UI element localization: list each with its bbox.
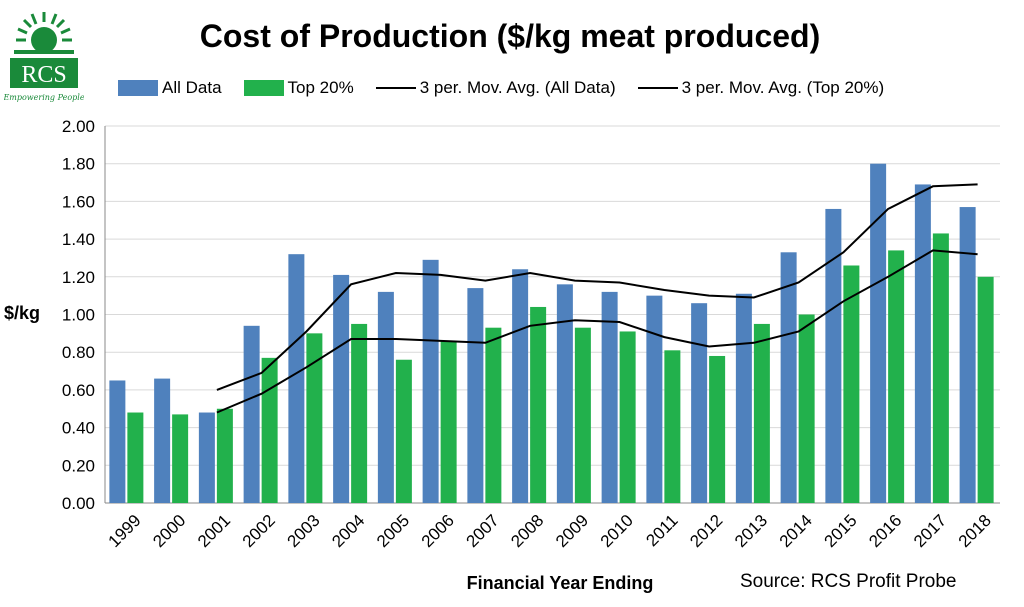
bar-all-data bbox=[601, 291, 618, 503]
bar-top-20 bbox=[843, 265, 860, 503]
bar-all-data bbox=[870, 163, 887, 503]
series-line-mov-avg-all bbox=[216, 183, 978, 391]
bar-top-20 bbox=[351, 323, 368, 503]
rcs-logo: RCS Empowering People bbox=[4, 12, 84, 102]
bar-top-20 bbox=[888, 250, 905, 503]
bar-all-data bbox=[288, 254, 305, 503]
x-tick-label: 2001 bbox=[194, 511, 234, 551]
bar-all-data bbox=[959, 207, 976, 503]
bar-all-data bbox=[467, 288, 484, 503]
bar-all-data bbox=[780, 252, 797, 503]
x-tick-label: 2004 bbox=[328, 511, 368, 551]
bar-all-data bbox=[109, 380, 126, 503]
legend-line-mov-avg-top bbox=[637, 87, 678, 89]
legend-label-all-data: All Data bbox=[162, 78, 222, 97]
bar-top-20 bbox=[485, 327, 502, 503]
x-tick-label: 2015 bbox=[821, 511, 861, 551]
legend-label-mov-avg-all: 3 per. Mov. Avg. (All Data) bbox=[419, 78, 616, 97]
y-tick-label: 0.40 bbox=[62, 419, 95, 438]
bar-top-20 bbox=[216, 408, 233, 503]
bar-top-20 bbox=[619, 331, 636, 503]
x-tick-label: 2006 bbox=[418, 511, 458, 551]
chart-title: Cost of Production ($/kg meat produced) bbox=[199, 18, 821, 54]
bar-top-20 bbox=[932, 233, 949, 503]
x-tick-label: 2008 bbox=[507, 511, 547, 551]
y-tick-label: 1.20 bbox=[62, 268, 95, 287]
x-tick-label: 2010 bbox=[597, 511, 637, 551]
x-tick-label: 1999 bbox=[105, 511, 145, 551]
bar-top-20 bbox=[172, 414, 189, 503]
y-tick-label: 1.80 bbox=[62, 155, 95, 174]
bar-top-20 bbox=[440, 340, 457, 503]
legend-swatch-all-data bbox=[118, 80, 158, 96]
x-axis-title: Financial Year Ending bbox=[466, 573, 654, 593]
bar-all-data bbox=[198, 412, 215, 503]
y-tick-label: 1.40 bbox=[62, 230, 95, 249]
bar-all-data bbox=[914, 184, 931, 503]
x-tick-label: 2002 bbox=[239, 511, 279, 551]
bar-all-data bbox=[691, 303, 708, 503]
legend-line-mov-avg-all bbox=[375, 87, 416, 89]
logo-tagline: Empowering People bbox=[4, 93, 84, 102]
x-tick-label: 2009 bbox=[552, 511, 592, 551]
chart-legend: All Data Top 20% 3 per. Mov. Avg. (All D… bbox=[118, 76, 906, 100]
x-tick-label: 2013 bbox=[731, 511, 771, 551]
bar-all-data bbox=[154, 378, 171, 503]
legend-item-all-data: All Data bbox=[118, 78, 222, 98]
legend-swatch-top-20 bbox=[243, 80, 284, 96]
legend-item-mov-avg-top: 3 per. Mov. Avg. (Top 20%) bbox=[637, 78, 885, 98]
bar-top-20 bbox=[261, 357, 278, 503]
bar-all-data bbox=[333, 274, 350, 503]
bar-top-20 bbox=[753, 323, 770, 503]
logo-text: RCS bbox=[21, 62, 66, 88]
y-tick-label: 2.00 bbox=[62, 117, 95, 136]
y-tick-label: 1.00 bbox=[62, 306, 95, 325]
bar-top-20 bbox=[664, 350, 681, 503]
legend-label-mov-avg-top: 3 per. Mov. Avg. (Top 20%) bbox=[681, 78, 885, 97]
x-tick-label: 2016 bbox=[865, 511, 905, 551]
x-tick-label: 2007 bbox=[463, 511, 503, 551]
y-tick-label: 0.80 bbox=[62, 343, 95, 362]
bar-top-20 bbox=[127, 412, 144, 503]
x-tick-label: 2012 bbox=[686, 511, 726, 551]
bar-all-data bbox=[422, 259, 439, 503]
bar-top-20 bbox=[574, 327, 591, 503]
bar-top-20 bbox=[395, 359, 412, 503]
bar-top-20 bbox=[306, 333, 323, 503]
bar-top-20 bbox=[530, 306, 547, 503]
bar-all-data bbox=[556, 284, 573, 503]
sunburst-icon bbox=[14, 12, 74, 54]
x-tick-label: 2011 bbox=[642, 511, 681, 550]
bar-top-20 bbox=[709, 355, 726, 503]
y-tick-label: 0.00 bbox=[62, 494, 95, 513]
legend-item-mov-avg-all: 3 per. Mov. Avg. (All Data) bbox=[375, 78, 616, 98]
bar-all-data bbox=[735, 293, 752, 503]
source-note: Source: RCS Profit Probe bbox=[740, 571, 957, 592]
x-tick-label: 2003 bbox=[284, 511, 324, 551]
bar-all-data bbox=[512, 269, 529, 503]
legend-label-top-20: Top 20% bbox=[287, 78, 354, 97]
x-tick-label: 2017 bbox=[910, 511, 950, 551]
bar-all-data bbox=[243, 325, 260, 503]
y-tick-label: 0.20 bbox=[62, 456, 95, 475]
series-line-mov-avg-top bbox=[216, 249, 978, 414]
bar-all-data bbox=[646, 295, 663, 503]
x-tick-label: 2018 bbox=[955, 511, 995, 551]
x-tick-label: 2000 bbox=[149, 511, 189, 551]
x-tick-label: 2005 bbox=[373, 511, 413, 551]
x-tick-label: 2014 bbox=[776, 511, 816, 551]
legend-item-top-20: Top 20% bbox=[243, 78, 354, 98]
y-axis-title: $/kg bbox=[4, 303, 41, 323]
bar-top-20 bbox=[977, 276, 994, 503]
bar-all-data bbox=[825, 208, 842, 503]
y-tick-label: 1.60 bbox=[62, 192, 95, 211]
bar-top-20 bbox=[798, 314, 815, 503]
y-tick-label: 0.60 bbox=[62, 381, 95, 400]
bar-all-data bbox=[377, 291, 394, 503]
